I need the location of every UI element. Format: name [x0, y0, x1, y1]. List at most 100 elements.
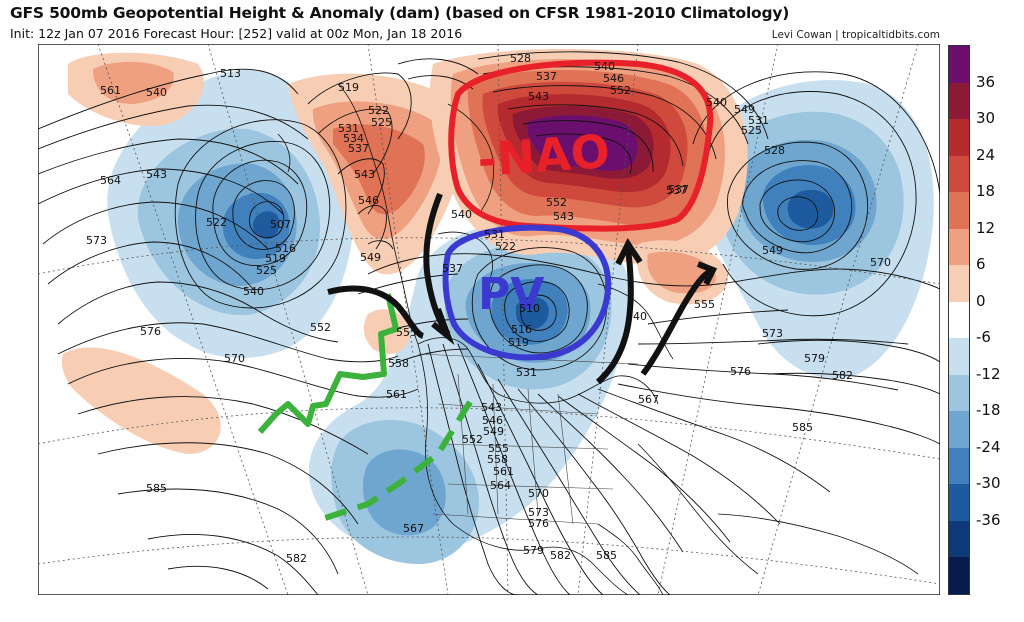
colorbar-swatch: [949, 46, 969, 84]
colorbar-tick-label: -6: [976, 328, 991, 347]
contour-label: 525: [741, 124, 762, 137]
drawn-annotations: -NAO PV: [257, 59, 718, 524]
colorbar-swatch: [949, 155, 969, 193]
height-contours: [38, 51, 940, 595]
contour-label: 519: [508, 336, 529, 349]
pv-annotation: PV: [478, 269, 544, 320]
contour-label: 582: [286, 552, 307, 565]
contour-label: 516: [511, 323, 532, 336]
contour-label: 540: [706, 96, 727, 109]
map-title: GFS 500mb Geopotential Height & Anomaly …: [10, 4, 790, 22]
contour-label: 531: [748, 114, 769, 127]
black-arrow-up1: [595, 248, 634, 385]
map-subtitle: Init: 12z Jan 07 2016 Forecast Hour: [25…: [10, 26, 463, 41]
contour-label: 531: [484, 228, 505, 241]
colorbar-tick-label: 12: [976, 218, 996, 237]
black-arrow-west: [327, 285, 425, 339]
contour-label: 540: [594, 60, 615, 73]
contour-label: 552: [546, 196, 567, 209]
contour-label: 561: [386, 388, 407, 401]
contour-label: 531: [338, 122, 359, 135]
colorbar-swatch: [949, 119, 969, 157]
coastlines: [277, 83, 919, 595]
geopotential-map: -NAO PV 513 561 540 519 522 525 531 534 …: [38, 44, 940, 595]
contour-label: 537: [348, 142, 369, 155]
colorbar-tick-label: 36: [976, 72, 996, 91]
contour-label: 555: [396, 326, 417, 339]
contour-label: 549: [734, 103, 755, 116]
contour-label: 546: [482, 414, 503, 427]
contour-label: 537: [536, 70, 557, 83]
colorbar-tick-label: -12: [976, 364, 1001, 383]
contour-label: 522: [206, 216, 227, 229]
colorbar-swatch: [949, 484, 969, 522]
contour-label: 522: [368, 104, 389, 117]
contour-label: 555: [694, 298, 715, 311]
contour-label: 582: [832, 369, 853, 382]
contour-label: 537: [666, 184, 687, 197]
colorbar-swatch: [949, 228, 969, 266]
contour-label: 564: [100, 174, 121, 187]
contour-label: 540: [626, 310, 647, 323]
colorbar-swatch: [949, 265, 969, 303]
contour-label: 558: [388, 357, 409, 370]
contour-label: 579: [804, 352, 825, 365]
contour-label: 576: [730, 365, 751, 378]
contour-label: 528: [764, 144, 785, 157]
contour-label: 513: [220, 67, 241, 80]
green-trough-dashed: [315, 400, 473, 524]
contour-label: 528: [510, 52, 531, 65]
colorbar-swatch: [949, 301, 969, 339]
contour-label: 522: [495, 240, 516, 253]
contour-label: 573: [86, 234, 107, 247]
contour-label: 573: [762, 327, 783, 340]
contour-label: 579: [523, 544, 544, 557]
lat-lon-grid: [38, 44, 940, 595]
contour-label: 585: [596, 549, 617, 562]
positive-anomaly-shading: [61, 49, 748, 454]
contour-label: 519: [265, 252, 286, 265]
contour-label: 558: [487, 453, 508, 466]
contour-label: 543: [528, 90, 549, 103]
credit-text: Levi Cowan | tropicaltidbits.com: [771, 29, 940, 41]
contour-label: 585: [792, 421, 813, 434]
contour-label: 555: [488, 442, 509, 455]
contour-label: 540: [146, 86, 167, 99]
contour-label: 540: [243, 285, 264, 298]
contour-label: 540: [451, 208, 472, 221]
contour-label: 543: [354, 168, 375, 181]
colorbar-tick-label: 6: [976, 255, 986, 274]
colorbar-tick-label: -30: [976, 474, 1001, 493]
contour-label: 534: [343, 132, 364, 145]
colorbar-swatch: [949, 447, 969, 485]
contour-label: 582: [550, 549, 571, 562]
contour-label: 546: [358, 194, 379, 207]
contour-label: 570: [528, 487, 549, 500]
contour-label: 561: [100, 84, 121, 97]
contour-label: 576: [140, 325, 161, 338]
colorbar-tick-label: 30: [976, 109, 996, 128]
contour-label: 567: [638, 393, 659, 406]
colorbar-swatch: [949, 374, 969, 412]
contour-label: 510: [519, 302, 540, 315]
contour-labels: 513 561 540 519 522 525 531 534 537 543 …: [86, 52, 891, 565]
contour-label: 546: [603, 72, 624, 85]
colorbar-swatch: [949, 411, 969, 449]
contour-label: 543: [553, 210, 574, 223]
contour-label: 552: [610, 84, 631, 97]
colorbar: [948, 45, 970, 595]
colorbar-tick-label: 0: [976, 291, 986, 310]
contour-label: 531: [516, 366, 537, 379]
contour-label: 570: [870, 256, 891, 269]
contour-label: 549: [762, 244, 783, 257]
colorbar-tick-label: -24: [976, 437, 1001, 456]
colorbar-swatch: [949, 82, 969, 120]
colorbar-swatch: [949, 520, 969, 558]
contour-label: 543: [146, 168, 167, 181]
contour-label: 543: [481, 401, 502, 414]
contour-label: 570: [224, 352, 245, 365]
contour-label: 537: [668, 183, 689, 196]
contour-label: 552: [462, 433, 483, 446]
contour-label: 519: [338, 81, 359, 94]
contour-label: 537: [442, 262, 463, 275]
